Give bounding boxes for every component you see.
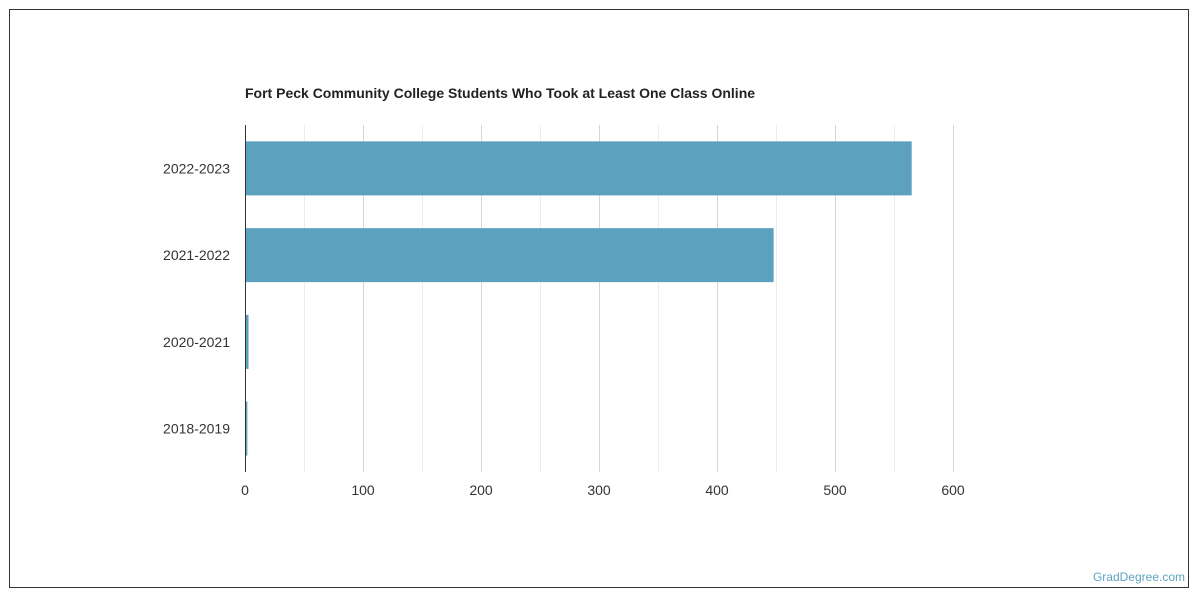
bar[interactable]	[245, 141, 912, 196]
x-tick-label: 0	[241, 482, 249, 498]
x-tick-label: 200	[469, 482, 493, 498]
x-tick-labels: 0 100 200 300 400 500 600	[241, 482, 965, 498]
bar[interactable]	[245, 314, 249, 369]
bars	[245, 141, 912, 456]
x-tick-label: 100	[351, 482, 375, 498]
bar[interactable]	[245, 228, 774, 283]
x-tick-label: 300	[587, 482, 611, 498]
chart-title: Fort Peck Community College Students Who…	[245, 85, 756, 101]
x-tick-label: 500	[823, 482, 847, 498]
x-tick-label: 400	[705, 482, 729, 498]
y-tick-label: 2022-2023	[163, 160, 230, 176]
x-tick-label: 600	[941, 482, 965, 498]
y-tick-label: 2021-2022	[163, 247, 230, 263]
y-tick-labels: 2022-2023 2021-2022 2020-2021 2018-2019	[163, 160, 230, 436]
bar[interactable]	[245, 401, 248, 456]
source-credit[interactable]: GradDegree.com	[1092, 570, 1185, 584]
y-tick-label: 2018-2019	[163, 421, 230, 437]
y-tick-label: 2020-2021	[163, 334, 230, 350]
